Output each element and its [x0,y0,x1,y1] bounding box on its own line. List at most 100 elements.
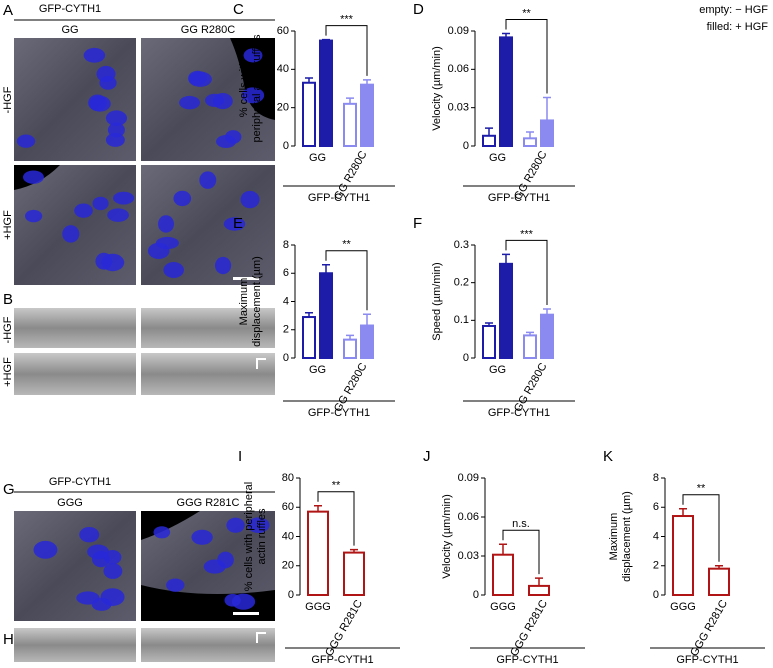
bar [343,551,365,597]
y-tick-label: 0.03 [458,550,479,562]
y-axis-label: displacement (µm) [251,256,263,347]
y-axis-label: Speed (µm/min) [431,262,443,340]
nucleus [22,170,44,184]
y-axis-label: Maximum [608,513,620,561]
significance-label: ** [332,480,341,492]
kymograph [14,308,136,348]
y-tick-label: 0.09 [448,25,469,37]
error-bar [485,127,493,136]
nucleus [92,196,109,211]
nucleus [188,70,208,86]
y-tick-label: 8 [653,472,659,484]
y-tick-label: 8 [283,239,289,251]
significance-bracket [325,25,368,76]
bar [302,316,316,360]
bar [360,83,374,147]
panel-letter: E [233,215,243,232]
group-axis-label: GFP-CYTH1 [308,192,370,204]
error-bar [314,505,322,512]
group-axis-label: GFP-CYTH1 [488,192,550,204]
group-axis-label: GFP-CYTH1 [496,654,558,666]
panel-letter: G [3,481,15,498]
panel-letter: J [423,448,431,465]
x-tick-label: GGG [490,601,516,613]
y-tick-label: 0 [283,352,289,364]
y-tick-label: 0.06 [458,511,479,523]
nucleus [89,95,111,112]
significance-label: *** [520,228,534,240]
bar [499,36,513,148]
nucleus [74,203,93,218]
significance-bracket [502,529,540,575]
y-axis-label: Velocity (µm/min) [441,494,453,579]
y-tick-label: 4 [283,295,289,307]
nucleus [173,190,192,207]
row-label: -HGF [2,316,14,343]
nucleus [105,132,125,147]
error-bar [322,38,330,41]
group-axis-label: GFP-CYTH1 [308,407,370,419]
error-bar [543,308,551,315]
error-bar [346,97,354,104]
nucleus [16,134,36,148]
panel-letter: B [3,291,13,308]
scale-bar [256,632,266,643]
y-tick-label: 0 [283,140,289,152]
bar [672,515,694,597]
error-bar [350,548,358,553]
error-bar [535,577,543,586]
nucleus [103,563,123,579]
nucleus [179,95,201,110]
y-tick-label: 2 [283,324,289,336]
y-tick-label: 0.2 [454,277,469,289]
bar [523,137,537,147]
y-tick-label: 0 [653,589,659,601]
bar [492,553,514,597]
group-axis-label: GFP-CYTH1 [311,654,373,666]
error-bar [543,96,551,121]
column-label: GG R280C [181,24,235,36]
error-bar [346,334,354,340]
nucleus [191,529,213,545]
nucleus [33,540,58,559]
nucleus [62,225,80,243]
bar [540,119,554,147]
panel-letter: I [238,448,242,465]
group-axis-label: GFP-CYTH1 [488,407,550,419]
x-tick-label: GG [489,152,506,164]
nucleus [25,209,43,223]
column-label: GG [61,24,78,36]
y-tick-label: 20 [277,102,289,114]
legend-entry: filled: + HGF [707,21,769,33]
nucleus [212,93,233,110]
nucleus [91,597,112,611]
error-bar [526,331,534,336]
y-tick-label: 4 [653,530,659,542]
nucleus [155,236,179,250]
x-tick-label: GG [489,364,506,376]
panel-letter: C [233,1,244,18]
y-axis-label: Velocity (µm/min) [431,46,443,131]
y-tick-label: 0.03 [448,102,469,114]
y-tick-label: 20 [282,560,294,572]
x-tick-label: GG [309,364,326,376]
significance-label: *** [340,14,354,26]
nucleus [224,593,241,607]
bar [343,102,357,148]
error-bar [305,77,313,83]
bar [482,324,496,360]
significance-bracket [505,19,548,94]
error-bar [679,507,687,517]
group-axis-label: GFP-CYTH1 [676,654,738,666]
bar [360,324,374,360]
error-bar [305,312,313,318]
kymograph [141,353,275,395]
column-label: GGG R281C [177,497,240,509]
scale-bar [233,612,259,615]
error-bar [322,264,330,274]
y-tick-label: 0.09 [458,472,479,484]
background [141,511,275,621]
significance-label: n.s. [512,518,530,530]
image-title: GFP-CYTH1 [49,476,111,488]
y-tick-label: 2 [653,560,659,572]
